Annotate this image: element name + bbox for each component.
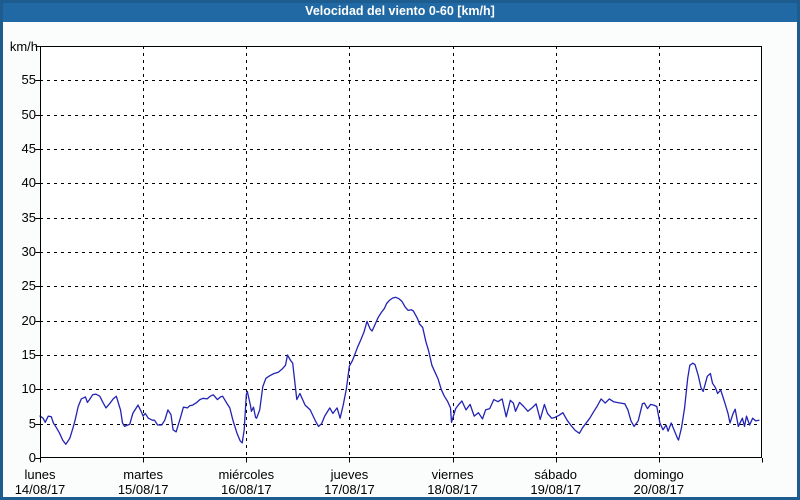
- day-name-label: miércoles: [218, 467, 275, 482]
- y-axis-label-0: 0: [28, 450, 36, 465]
- plot-area: [40, 46, 762, 458]
- wind-speed-series-line: [39, 296, 760, 445]
- x-axis-label-day-3: miércoles 16/08/17: [191, 467, 301, 497]
- day-name-label: jueves: [330, 467, 369, 482]
- plot-border: [40, 46, 762, 458]
- x-axis-label-day-5: viernes 18/08/17: [398, 467, 508, 497]
- x-axis-label-day-4: jueves 17/08/17: [294, 467, 404, 497]
- day-date-label: 18/08/17: [427, 482, 478, 497]
- day-date-label: 16/08/17: [220, 482, 272, 497]
- day-name-label: martes: [123, 467, 163, 482]
- y-axis-label-45: 45: [21, 141, 36, 156]
- y-axis-label-25: 25: [21, 278, 36, 294]
- y-axis-label-55: 55: [21, 72, 36, 88]
- day-date-label: 15/08/17: [117, 482, 169, 497]
- day-name-label: viernes: [431, 467, 474, 482]
- day-name-label: sábado: [534, 467, 578, 482]
- y-axis-label-50: 50: [21, 106, 36, 122]
- day-date-label: 17/08/17: [324, 482, 375, 497]
- day-name-label: domingo: [633, 467, 684, 482]
- day-date-label: 20/08/17: [633, 482, 685, 497]
- x-axis-label-day-6: sábado 19/08/17: [501, 467, 611, 497]
- day-name-label: lunes: [24, 467, 56, 482]
- y-axis-label-35: 35: [21, 209, 36, 225]
- x-axis-label-day-7: domingo 20/08/17: [604, 467, 714, 497]
- y-axis-label-30: 30: [21, 244, 36, 259]
- chart-title: Velocidad del viento 0-60 [km/h]: [305, 4, 495, 18]
- y-axis-unit-label: km/h: [9, 39, 38, 54]
- x-axis-label-day-2: martes 15/08/17: [88, 467, 198, 497]
- x-axis-label-day-1: lunes 14/08/17: [0, 467, 95, 497]
- chart-title-bar: Velocidad del viento 0-60 [km/h]: [0, 0, 800, 22]
- day-date-label: 14/08/17: [14, 482, 66, 497]
- y-axis-label-15: 15: [21, 347, 36, 362]
- y-axis-label-10: 10: [21, 381, 36, 397]
- day-date-label: 19/08/17: [530, 482, 581, 497]
- y-axis-label-40: 40: [21, 175, 36, 191]
- y-axis-label-5: 5: [28, 415, 36, 431]
- y-axis-label-20: 20: [21, 312, 36, 328]
